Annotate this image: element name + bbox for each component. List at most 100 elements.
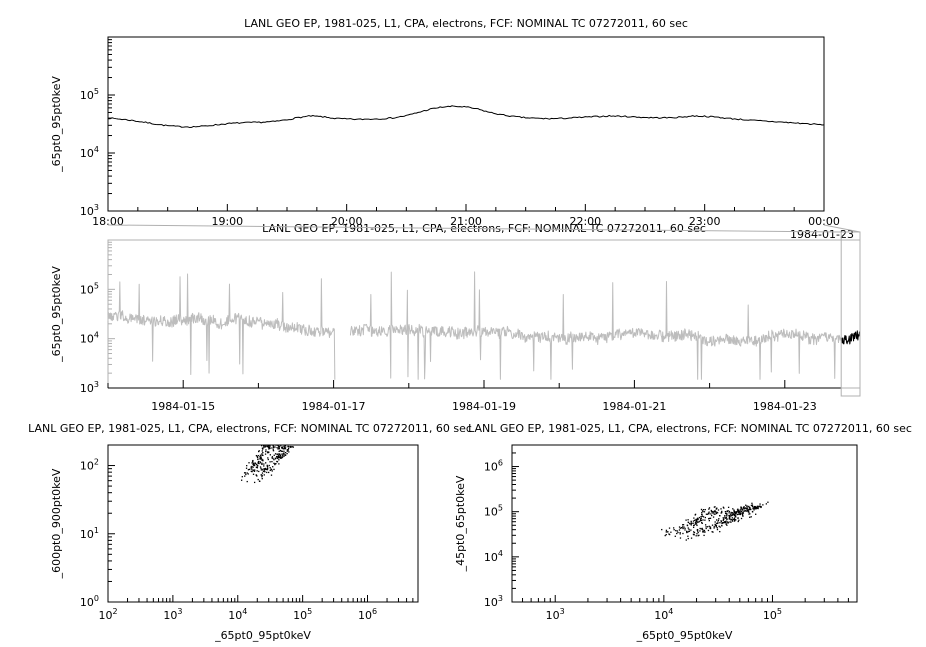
scatter-point: [726, 510, 728, 513]
scatter-point: [267, 457, 269, 459]
scatter-point: [263, 463, 265, 465]
scatter-point: [274, 457, 277, 459]
scatter-point: [261, 463, 263, 465]
scatter-point: [714, 521, 716, 523]
scatter-point: [724, 521, 727, 524]
scatter-point: [690, 537, 693, 539]
scatter-point: [726, 515, 728, 517]
scatter-point: [283, 445, 285, 447]
scatter-point: [253, 463, 255, 466]
scatter-point: [692, 522, 694, 524]
scatter-point: [729, 521, 731, 523]
scatter-point: [259, 461, 261, 463]
scatter-point: [749, 507, 751, 509]
scatter-point: [687, 537, 689, 540]
scatter-point: [251, 468, 253, 470]
scatter-point: [247, 473, 249, 475]
scatter-point: [263, 470, 265, 472]
scatter-point: [765, 503, 767, 505]
scatter-point: [244, 472, 247, 474]
scatter-point: [288, 442, 289, 443]
scatter-point: [253, 470, 256, 472]
zoom-connector-right: [823, 224, 861, 233]
scatter-point: [285, 440, 286, 441]
scatter-point: [290, 436, 291, 437]
scatter-point: [684, 527, 686, 530]
scatter-point: [258, 470, 260, 473]
scatter-point: [755, 506, 757, 508]
scatter-point: [250, 468, 252, 470]
scatter-point: [256, 456, 259, 459]
scatter-point: [716, 507, 718, 509]
scatter-point: [248, 468, 251, 471]
scatter-point: [280, 443, 281, 444]
scatter-point: [266, 471, 268, 474]
scatter-point: [251, 471, 253, 473]
scatter-point: [245, 473, 247, 476]
scatter-point: [703, 529, 706, 532]
scatter-point: [742, 511, 744, 513]
scatter-point: [277, 457, 279, 460]
scatter-point: [269, 467, 271, 469]
scatter-point: [265, 462, 267, 464]
scatter-point: [288, 446, 290, 448]
scatter-point: [294, 441, 295, 442]
scatter-point: [278, 441, 279, 442]
scatter-point: [272, 457, 274, 460]
scatter-point: [686, 531, 688, 534]
scatter-point: [706, 513, 709, 515]
scatter-point: [702, 519, 704, 521]
scatter-point: [253, 481, 256, 484]
scatter-point: [270, 474, 273, 476]
scatter-point: [735, 519, 737, 521]
scatter-point: [286, 452, 288, 455]
scatter-point: [290, 443, 291, 444]
scatter-point: [262, 460, 264, 462]
scatter-point: [289, 445, 292, 448]
scatter-point: [298, 435, 299, 436]
scatter-point: [719, 530, 721, 533]
scatter-point: [277, 448, 279, 450]
zoom-selection[interactable]: [107, 224, 861, 397]
scatter-point: [725, 520, 727, 522]
scatter-point: [679, 533, 681, 535]
middle-y-ticklabel: 103: [80, 380, 99, 395]
scatter-point: [285, 439, 286, 440]
scatter-point: [719, 522, 721, 524]
middle-panel-ylabel: _65pt0_95pt0keV: [50, 266, 63, 363]
scatter-point: [289, 442, 290, 443]
scatter-point: [294, 435, 295, 436]
scatter-point: [703, 531, 705, 533]
scatter-point: [258, 450, 260, 452]
scatter-point: [731, 517, 733, 519]
scatter-point: [274, 446, 276, 448]
panel-bottom-left: LANL GEO EP, 1981-025, L1, CPA, electron…: [28, 422, 472, 642]
scatter-point: [265, 468, 268, 470]
scatter-point: [279, 442, 280, 443]
panel-bottom-right-y-ticklabel: 106: [484, 459, 503, 474]
scatter-point: [698, 521, 700, 523]
scatter-point: [749, 508, 751, 510]
scatter-point: [282, 443, 283, 444]
scatter-point: [734, 511, 736, 513]
middle-panel-selected-trace: [841, 330, 861, 345]
top-panel-x-ticks: 18:00 19:00 20:00 21:00 22:00 23:00 00:00: [92, 204, 840, 228]
scatter-point: [263, 446, 265, 449]
scatter-point: [280, 445, 282, 446]
scatter-point: [668, 533, 671, 536]
scatter-point: [271, 460, 273, 463]
scatter-point: [266, 464, 268, 467]
scatter-point: [261, 450, 263, 452]
scatter-point: [725, 522, 727, 524]
panel-bottom-right-y-ticklabel: 103: [484, 594, 503, 609]
scatter-point: [745, 507, 747, 509]
scatter-point: [700, 519, 703, 522]
top-panel-trace: [107, 105, 825, 128]
scatter-point: [734, 511, 736, 514]
scatter-point: [741, 513, 744, 516]
zoom-selection-box[interactable]: [840, 231, 861, 397]
scatter-point: [245, 467, 248, 469]
scatter-point: [256, 475, 258, 477]
scatter-point: [286, 441, 287, 442]
scatter-point: [268, 448, 270, 450]
